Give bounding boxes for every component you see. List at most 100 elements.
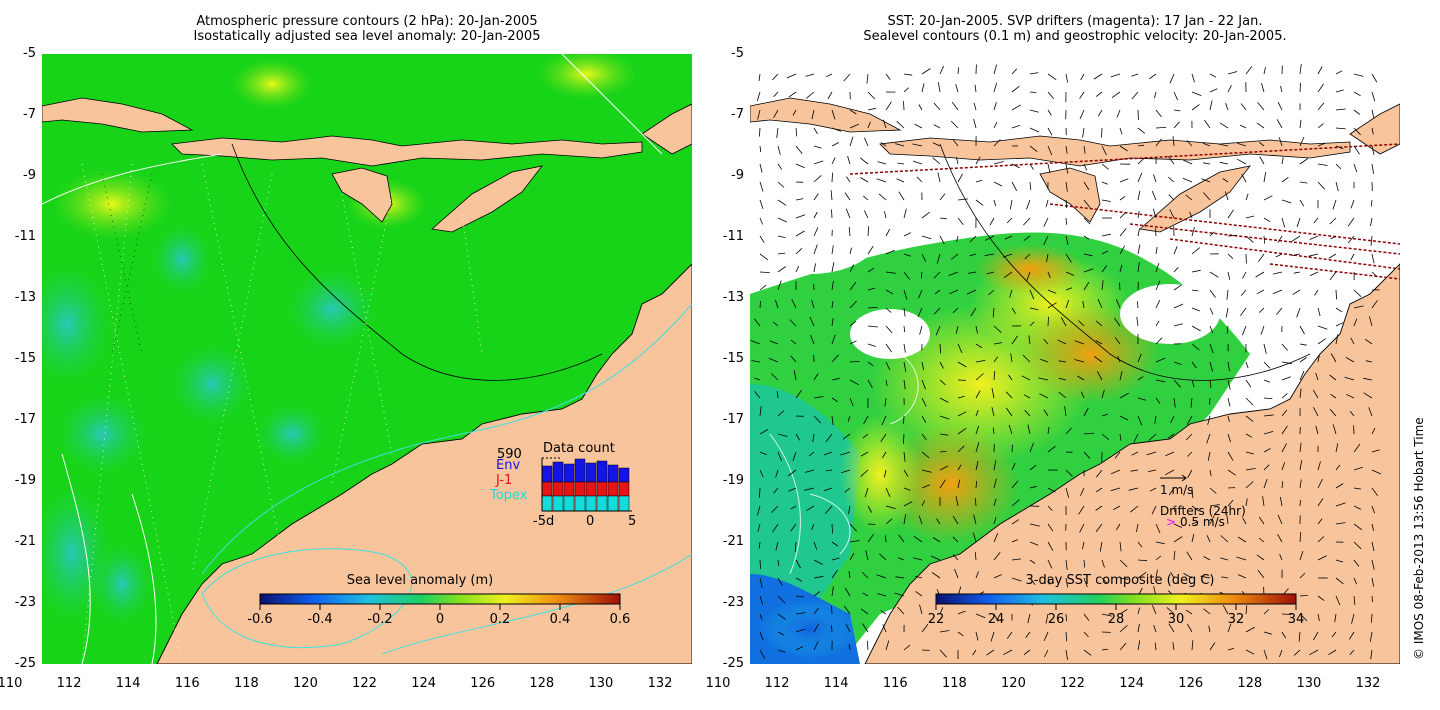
lat-tick-label: -5 (23, 46, 36, 61)
velocity-arrow (1065, 469, 1073, 477)
velocity-arrow (897, 606, 905, 615)
velocity-arrow (1151, 190, 1157, 201)
velocity-arrow (1170, 415, 1175, 424)
velocity-arrow (866, 640, 869, 651)
lon-tick-label: 128 (529, 676, 555, 691)
velocity-arrow (1119, 127, 1123, 135)
velocity-arrow (759, 559, 761, 570)
velocity-arrow (1083, 181, 1090, 191)
velocity-arrow (768, 357, 779, 363)
velocity-arrow (912, 143, 923, 147)
lat-tick-label: -21 (14, 534, 36, 549)
velocity-arrow (1209, 100, 1213, 111)
velocity-arrow (759, 145, 762, 153)
velocity-arrow (1245, 605, 1248, 615)
velocity-arrow (825, 505, 833, 514)
velocity-arrow (933, 102, 941, 111)
velocity-arrow (1349, 649, 1355, 656)
velocity-arrow (1101, 577, 1108, 584)
velocity-arrow (1191, 289, 1199, 292)
velocity-arrow (795, 265, 800, 273)
velocity-arrow (1371, 449, 1380, 453)
velocity-arrow (1281, 443, 1287, 453)
velocity-arrow (1011, 124, 1021, 129)
velocity-arrow (1146, 451, 1157, 456)
velocity-arrow (1065, 145, 1068, 154)
velocity-arrow (992, 307, 995, 318)
lat-tick-label: -25 (14, 656, 36, 671)
velocity-arrow (1026, 271, 1031, 281)
velocity-arrow (1113, 317, 1121, 327)
inset-bar-segment (574, 458, 586, 483)
velocity-arrow (849, 340, 857, 345)
velocity-arrow (903, 451, 906, 462)
inset-bar-segment (607, 481, 619, 497)
velocity-arrow (1047, 523, 1054, 532)
lat-tick-label: -7 (731, 107, 744, 122)
velocity-arrow (1206, 535, 1211, 543)
velocity-arrow (1119, 433, 1122, 441)
velocity-arrow (1083, 631, 1089, 638)
lon-tick-label: 132 (647, 676, 673, 691)
velocity-arrow (862, 433, 869, 439)
velocity-arrow (975, 156, 981, 165)
velocity-arrow (790, 523, 797, 532)
velocity-arrow (1173, 536, 1183, 543)
velocity-arrow (933, 307, 941, 315)
velocity-arrow (841, 469, 851, 474)
velocity-arrow (1222, 178, 1229, 183)
velocity-arrow (957, 198, 968, 201)
velocity-arrow (917, 307, 923, 318)
velocity-arrow (1349, 411, 1355, 417)
velocity-arrow (903, 208, 907, 219)
velocity-arrow (1101, 199, 1111, 202)
velocity-arrow (813, 227, 819, 237)
velocity-arrow (1137, 353, 1142, 363)
velocity-arrow (1173, 323, 1183, 327)
velocity-arrow (1298, 631, 1301, 642)
velocity-arrow (1083, 268, 1094, 273)
velocity-arrow (921, 451, 930, 459)
velocity-arrow (1317, 536, 1325, 543)
velocity-arrow (867, 307, 878, 309)
velocity-arrow (750, 340, 761, 345)
velocity-arrow (1263, 343, 1267, 354)
velocity-arrow (759, 235, 765, 243)
velocity-arrow (775, 541, 779, 551)
velocity-arrow (756, 505, 761, 516)
velocity-arrow (1148, 469, 1157, 472)
velocity-arrow (955, 84, 959, 93)
velocity-arrow (1353, 595, 1356, 606)
velocity-arrow (884, 469, 887, 478)
velocity-arrow (1083, 253, 1093, 257)
velocity-arrow (1101, 250, 1109, 255)
velocity-arrow (1371, 109, 1375, 119)
velocity-arrow (1263, 448, 1271, 453)
velocity-arrow (1026, 199, 1031, 210)
velocity-arrow (1043, 409, 1049, 417)
velocity-arrow (939, 415, 950, 420)
velocity-arrow (1155, 337, 1163, 345)
imos-credit: © IMOS 08-Feb-2013 13:56 Hobart Time (1412, 360, 1432, 660)
velocity-arrow (863, 195, 869, 201)
velocity-arrow (1353, 466, 1364, 471)
velocity-arrow (975, 442, 980, 453)
velocity-arrow (885, 343, 893, 353)
velocity-arrow (975, 199, 984, 206)
inset-bar-segment (585, 495, 597, 512)
velocity-arrow (759, 469, 764, 478)
velocity-arrow (1008, 424, 1013, 435)
velocity-arrow (773, 321, 779, 327)
velocity-arrow (1101, 648, 1109, 651)
velocity-arrow (993, 498, 997, 507)
velocity-arrow (950, 253, 959, 260)
velocity-arrow (1043, 338, 1049, 345)
velocity-arrow (773, 487, 779, 494)
velocity-arrow (1155, 109, 1162, 118)
velocity-arrow (1004, 235, 1013, 240)
velocity-arrow (848, 226, 851, 237)
velocity-arrow (1119, 541, 1122, 552)
velocity-arrow (894, 592, 905, 597)
velocity-arrow (1173, 246, 1178, 255)
velocity-arrow (813, 193, 819, 201)
